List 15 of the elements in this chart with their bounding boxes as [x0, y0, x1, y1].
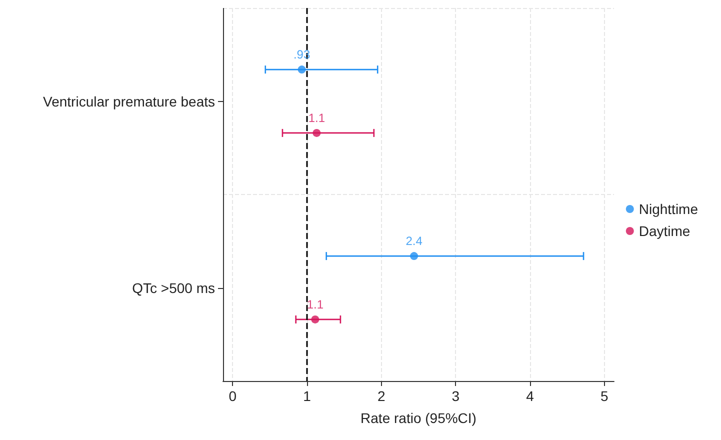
- x-tick-label: 0: [228, 388, 237, 404]
- y-tick-label: QTc >500 ms: [132, 280, 215, 296]
- x-tick-label: 4: [526, 388, 534, 404]
- legend-label: Daytime: [638, 223, 690, 239]
- data-label: 1.1: [308, 110, 326, 125]
- data-label: .93: [293, 48, 310, 62]
- data-label: 2.4: [406, 234, 423, 248]
- x-axis-title: Rate ratio (95%CI): [360, 410, 476, 426]
- x-tick-label: 5: [600, 388, 608, 404]
- x-tick-label: 3: [452, 388, 460, 404]
- y-tick-label: Ventricular premature beats: [43, 93, 215, 110]
- x-tick-label: 1: [303, 388, 312, 404]
- x-tick-label: 2: [377, 388, 386, 404]
- legend-label: Nighttime: [638, 201, 698, 217]
- data-label: 1.1: [306, 297, 324, 312]
